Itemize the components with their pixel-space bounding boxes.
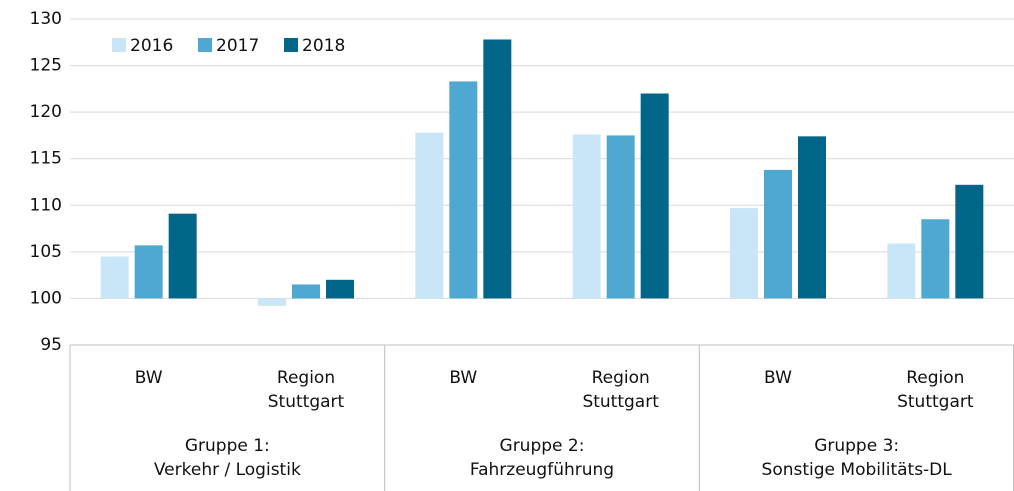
bar: [798, 136, 826, 299]
y-tick-label: 110: [30, 195, 62, 215]
legend-swatch: [284, 38, 298, 52]
x-tick-label: BW: [134, 368, 163, 388]
x-tick-label: Region Stuttgart: [582, 368, 659, 412]
x-tick-label: Region Stuttgart: [267, 368, 345, 412]
group-label: Gruppe 3: Sonstige Mobilitäts-DL: [761, 436, 952, 480]
y-tick-label: 95: [40, 335, 62, 355]
bar: [168, 213, 197, 299]
group-label: Gruppe 1: Verkehr / Logistik: [153, 436, 301, 480]
bar: [921, 219, 950, 299]
bar: [640, 93, 669, 299]
x-tick-label: BW: [764, 368, 792, 388]
y-tick-label: 130: [30, 9, 62, 29]
y-tick-label: 120: [30, 102, 62, 122]
bar: [134, 245, 163, 299]
y-tick-label: 105: [30, 242, 62, 262]
group-label: Gruppe 2: Fahrzeugführung: [469, 436, 615, 480]
bar: [887, 243, 916, 299]
legend-label: 2017: [216, 36, 259, 56]
bar: [483, 39, 512, 299]
y-tick-label: 115: [30, 149, 62, 169]
bar: [764, 169, 792, 299]
bar: [100, 256, 129, 299]
bar: [606, 135, 635, 299]
x-tick-label: Region Stuttgart: [897, 368, 974, 412]
legend-label: 2018: [302, 36, 345, 56]
bar: [955, 184, 984, 299]
legend-label: 2016: [130, 36, 173, 56]
x-tick-label: BW: [449, 368, 478, 388]
bar: [572, 134, 601, 299]
bar: [326, 279, 354, 299]
bar: [449, 81, 478, 299]
legend-swatch: [112, 38, 126, 52]
y-tick-label: 125: [30, 56, 62, 76]
bar: [292, 284, 320, 299]
bar: [258, 298, 286, 306]
bar: [730, 208, 758, 299]
bar: [415, 132, 444, 299]
legend-swatch: [198, 38, 212, 52]
y-tick-label: 100: [30, 288, 62, 308]
